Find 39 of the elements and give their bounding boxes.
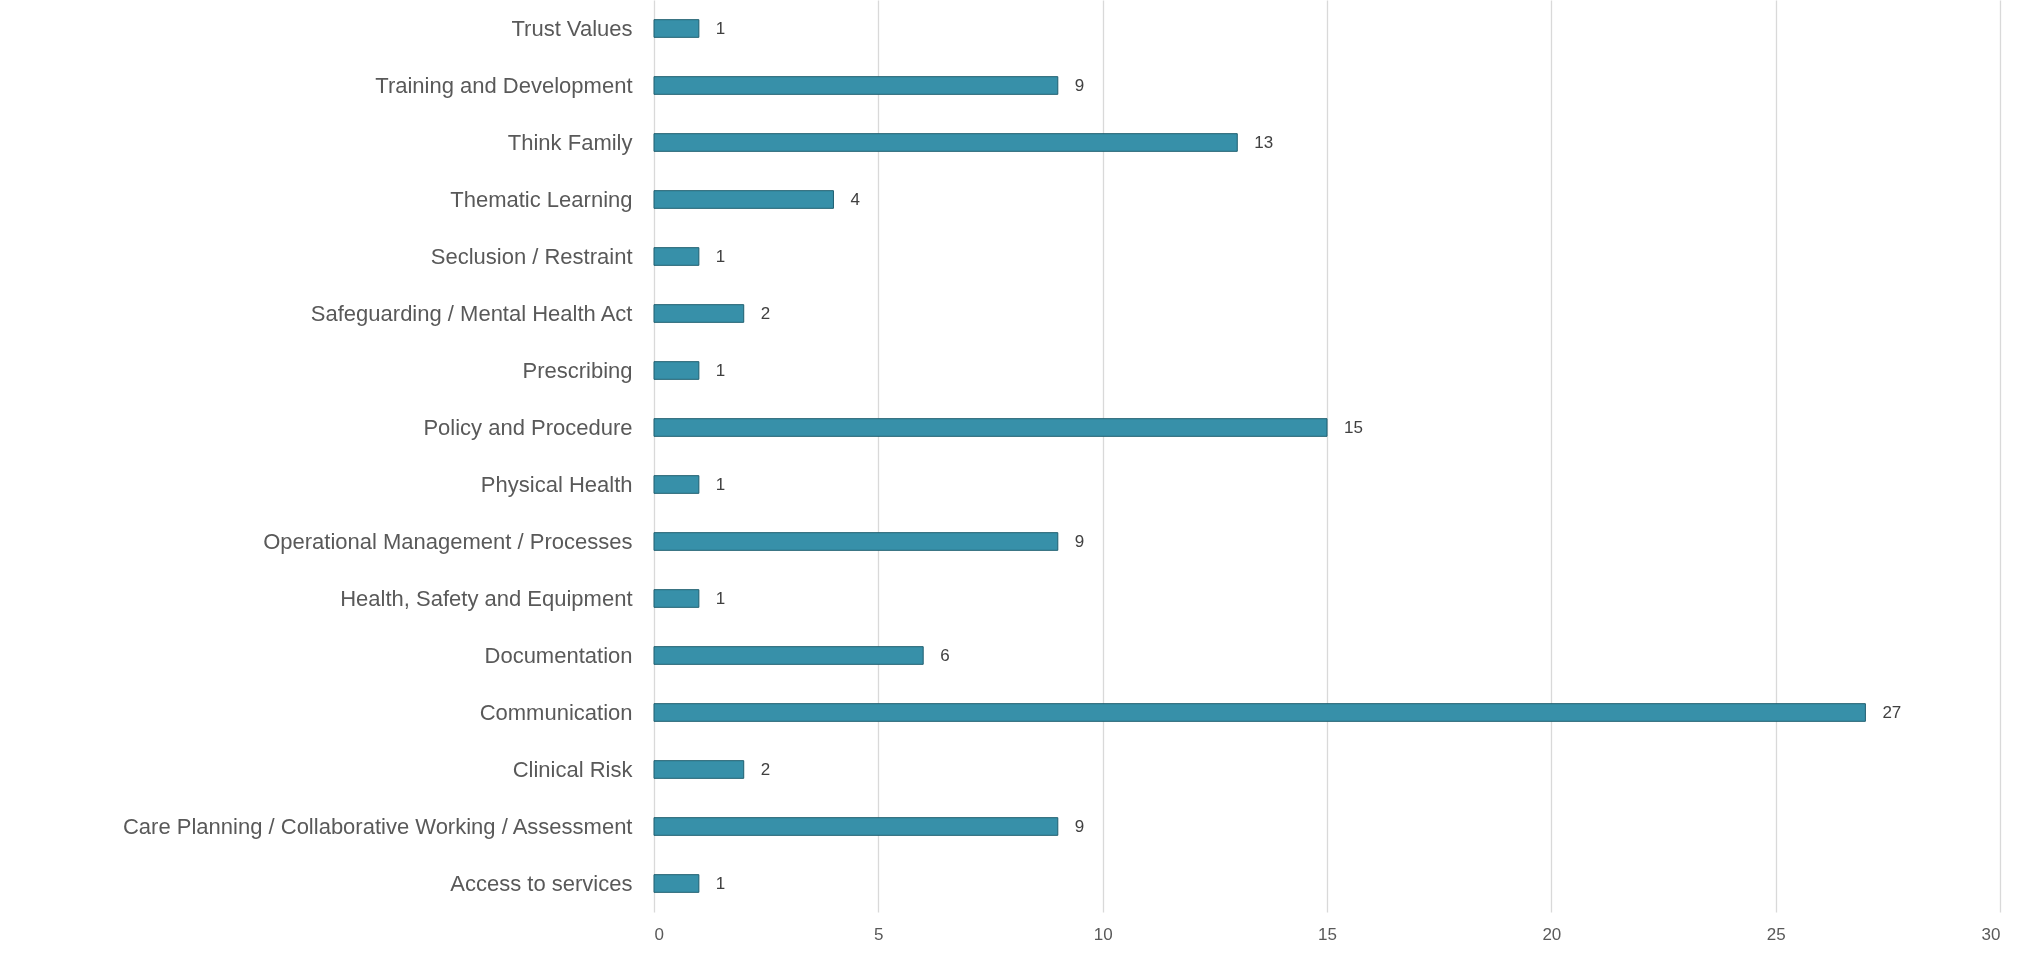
- x-tick-label: 5: [874, 924, 884, 944]
- y-tick-label: Communication: [479, 699, 633, 725]
- data-label: 2: [760, 759, 771, 779]
- x-tick-label: 25: [1766, 924, 1786, 944]
- y-tick-label: Policy and Procedure: [423, 414, 633, 440]
- y-tick-label: Think Family: [507, 129, 633, 155]
- y-tick-label: Safeguarding / Mental Health Act: [310, 300, 633, 326]
- y-tick-label: Operational Management / Processes: [263, 528, 633, 554]
- data-label: 13: [1254, 132, 1274, 152]
- data-label: 15: [1344, 417, 1363, 437]
- data-label: 1: [715, 360, 726, 380]
- data-label: 27: [1882, 702, 1902, 722]
- data-label: 6: [940, 645, 950, 665]
- y-tick-label: Documentation: [484, 642, 633, 668]
- y-tick-label: Health, Safety and Equipment: [340, 585, 633, 611]
- y-tick-label: Trust Values: [511, 15, 633, 41]
- x-tick-label: 0: [654, 924, 664, 944]
- data-label: 2: [760, 303, 771, 323]
- data-label: 4: [850, 189, 860, 209]
- y-tick-label: Physical Health: [480, 471, 633, 497]
- data-label: 9: [1074, 531, 1085, 551]
- x-tick-label: 15: [1318, 924, 1337, 944]
- y-tick-label: Thematic Learning: [450, 186, 633, 212]
- data-label: 1: [715, 873, 726, 893]
- data-label: 1: [715, 18, 726, 38]
- data-label: 1: [715, 246, 726, 266]
- y-tick-label: Clinical Risk: [512, 756, 634, 782]
- y-tick-label: Training and Development: [375, 72, 633, 98]
- y-tick-label: Access to services: [450, 870, 633, 896]
- y-tick-label: Care Planning / Collaborative Working / Assessment: [122, 813, 633, 839]
- x-tick-label: 30: [1981, 924, 2001, 944]
- data-label: 9: [1074, 816, 1085, 836]
- y-tick-label: Seclusion / Restraint: [430, 243, 633, 269]
- x-tick-label: 20: [1542, 924, 1562, 944]
- data-label: 1: [715, 474, 726, 494]
- data-label: 1: [715, 588, 726, 608]
- x-tick-label: 10: [1093, 924, 1113, 944]
- y-tick-label: Prescribing: [522, 357, 633, 383]
- data-label: 9: [1074, 75, 1085, 95]
